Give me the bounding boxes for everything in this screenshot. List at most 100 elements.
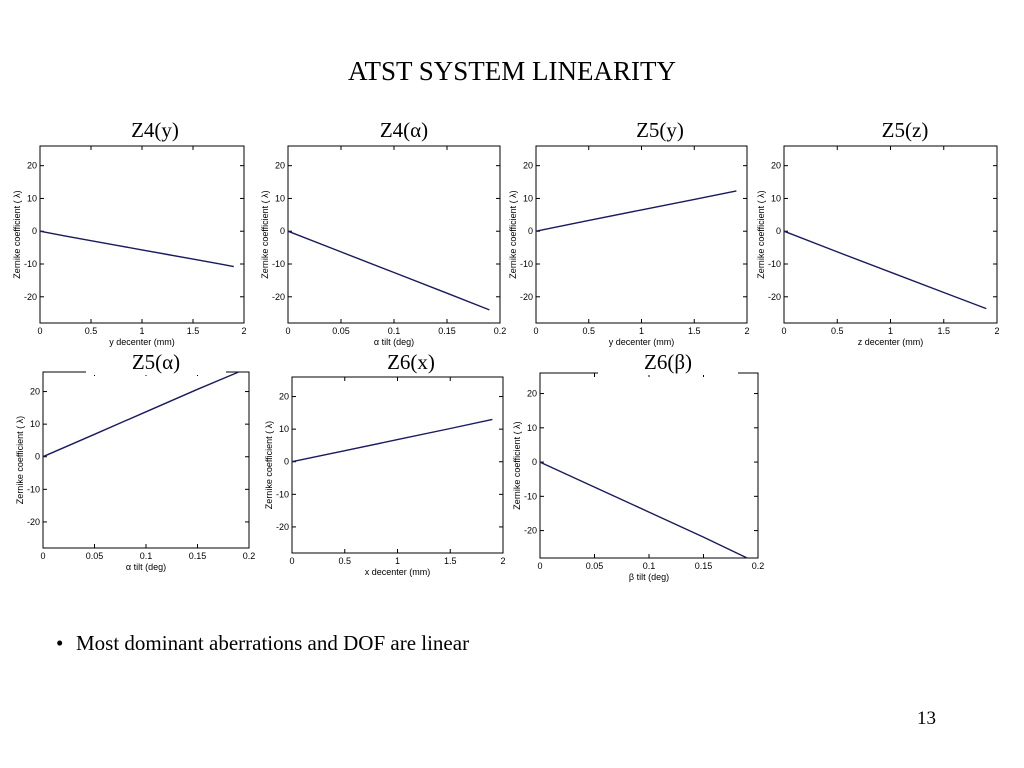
plot-frame bbox=[535, 145, 748, 324]
y-tick-label: -10 bbox=[276, 489, 289, 499]
y-tick-label: 10 bbox=[523, 193, 533, 203]
x-tick-label: 0.2 bbox=[243, 551, 256, 561]
y-tick-label: 0 bbox=[532, 457, 537, 467]
series-line bbox=[287, 230, 490, 311]
y-axis-label: Zernike coefficient ( λ) bbox=[264, 421, 274, 509]
x-axis-label: α tilt (deg) bbox=[126, 562, 166, 572]
y-tick-label: 0 bbox=[284, 457, 289, 467]
x-tick-label: 1 bbox=[888, 326, 893, 336]
chart-title: Z6(x) bbox=[341, 350, 481, 375]
y-tick-label: 0 bbox=[776, 226, 781, 236]
plot-frame bbox=[291, 376, 504, 554]
x-axis-label: x decenter (mm) bbox=[365, 567, 431, 577]
x-tick-label: 1 bbox=[639, 326, 644, 336]
y-tick-label: 10 bbox=[27, 193, 37, 203]
y-axis-label: Zernike coefficient ( λ) bbox=[756, 190, 766, 278]
x-tick-label: 0 bbox=[781, 326, 786, 336]
x-tick-label: 1 bbox=[139, 326, 144, 336]
x-tick-label: 0.15 bbox=[695, 561, 713, 571]
x-tick-label: 0.1 bbox=[140, 551, 153, 561]
y-tick-label: 20 bbox=[27, 161, 37, 171]
y-tick-label: 0 bbox=[35, 452, 40, 462]
page-number: 13 bbox=[917, 708, 936, 729]
chart-title: Z5(α) bbox=[86, 350, 226, 375]
y-tick-label: -10 bbox=[272, 259, 285, 269]
y-tick-label: -20 bbox=[768, 292, 781, 302]
chart-title: Z4(α) bbox=[334, 118, 474, 143]
y-tick-label: -10 bbox=[520, 259, 533, 269]
y-tick-label: 20 bbox=[523, 161, 533, 171]
zernike-line-chart: 0 0.05 0.1 0.15 0.2 20 10 0 -10 -20 α tilt (deg) Ze… bbox=[15, 371, 256, 572]
x-tick-label: 0.15 bbox=[189, 551, 207, 561]
zernike-line-chart: 0 0.05 0.1 0.15 0.2 20 10 0 -10 -20 β tilt (deg) Ze… bbox=[512, 372, 765, 582]
y-tick-label: -10 bbox=[24, 259, 37, 269]
x-tick-label: 0.15 bbox=[438, 326, 456, 336]
zernike-line-chart: 0 0.5 1 1.5 2 20 10 0 -10 -20 z decenter (mm) Zerni… bbox=[756, 145, 1000, 347]
bullet-text: Most dominant aberrations and DOF are li… bbox=[76, 631, 470, 655]
x-tick-label: 0 bbox=[40, 551, 45, 561]
y-tick-label: -20 bbox=[272, 292, 285, 302]
x-tick-label: 0.05 bbox=[332, 326, 350, 336]
x-tick-label: 0 bbox=[285, 326, 290, 336]
x-tick-label: 1.5 bbox=[937, 326, 950, 336]
x-tick-label: 0 bbox=[289, 556, 294, 566]
y-tick-label: -10 bbox=[768, 259, 781, 269]
y-axis-label: Zernike coefficient ( λ) bbox=[260, 190, 270, 278]
zernike-line-chart: 0 0.5 1 1.5 2 20 10 0 -10 -20 y decenter (mm) Zerni… bbox=[12, 145, 247, 347]
bullet-item: • Most dominant aberrations and DOF are l… bbox=[56, 631, 469, 656]
plot-frame bbox=[39, 145, 245, 324]
x-tick-label: 0 bbox=[537, 561, 542, 571]
y-axis-label: Zernike coefficient ( λ) bbox=[512, 421, 522, 509]
x-tick-label: 0.05 bbox=[586, 561, 604, 571]
zernike-line-chart: 0 0.5 1 1.5 2 20 10 0 -10 -20 x decenter (mm) Zerni… bbox=[264, 376, 506, 577]
y-tick-label: -20 bbox=[24, 292, 37, 302]
x-tick-label: 1 bbox=[395, 556, 400, 566]
series-line bbox=[535, 190, 737, 232]
series-line bbox=[539, 461, 748, 559]
x-tick-label: 0.2 bbox=[494, 326, 507, 336]
y-tick-label: -20 bbox=[524, 526, 537, 536]
x-tick-label: 0 bbox=[533, 326, 538, 336]
y-tick-label: 20 bbox=[771, 161, 781, 171]
x-tick-label: 2 bbox=[744, 326, 749, 336]
series-line bbox=[783, 230, 987, 310]
y-tick-label: 10 bbox=[771, 193, 781, 203]
y-tick-label: -20 bbox=[276, 522, 289, 532]
y-tick-label: -10 bbox=[27, 484, 40, 494]
y-tick-label: 10 bbox=[30, 419, 40, 429]
plot-frame bbox=[287, 145, 501, 324]
zernike-line-chart: 0 0.05 0.1 0.15 0.2 20 10 0 -10 -20 α tilt (deg) Ze… bbox=[260, 145, 507, 347]
bullet-dot-icon: • bbox=[56, 631, 64, 655]
chart-title: Z5(z) bbox=[835, 118, 975, 143]
y-tick-label: 0 bbox=[528, 226, 533, 236]
x-tick-label: 2 bbox=[241, 326, 246, 336]
x-axis-label: y decenter (mm) bbox=[609, 337, 675, 347]
x-tick-label: 0.5 bbox=[85, 326, 98, 336]
plot-frame bbox=[42, 371, 250, 549]
series-line bbox=[39, 230, 234, 268]
chart-title: Z5(y) bbox=[590, 118, 730, 143]
x-tick-label: 1.5 bbox=[444, 556, 457, 566]
x-axis-label: y decenter (mm) bbox=[109, 337, 175, 347]
y-tick-label: 0 bbox=[280, 226, 285, 236]
y-tick-label: 10 bbox=[527, 423, 537, 433]
chart-title: Z6(β) bbox=[598, 350, 738, 375]
x-tick-label: 0 bbox=[37, 326, 42, 336]
zernike-line-chart: 0 0.5 1 1.5 2 20 10 0 -10 -20 y decenter (mm) Zerni… bbox=[508, 145, 750, 347]
y-tick-label: 20 bbox=[527, 389, 537, 399]
x-tick-label: 0.1 bbox=[643, 561, 656, 571]
series-line bbox=[291, 418, 493, 463]
x-tick-label: 0.2 bbox=[752, 561, 765, 571]
series-line bbox=[42, 371, 239, 458]
y-tick-label: 20 bbox=[279, 392, 289, 402]
y-tick-label: 20 bbox=[30, 387, 40, 397]
x-tick-label: 0.5 bbox=[582, 326, 595, 336]
x-tick-label: 2 bbox=[994, 326, 999, 336]
y-tick-label: 10 bbox=[279, 424, 289, 434]
x-axis-label: z decenter (mm) bbox=[858, 337, 924, 347]
slide-title: ATST SYSTEM LINEARITY bbox=[347, 56, 676, 86]
x-tick-label: 0.5 bbox=[338, 556, 351, 566]
y-tick-label: 20 bbox=[275, 161, 285, 171]
x-tick-label: 0.05 bbox=[86, 551, 104, 561]
x-tick-label: 1.5 bbox=[688, 326, 701, 336]
